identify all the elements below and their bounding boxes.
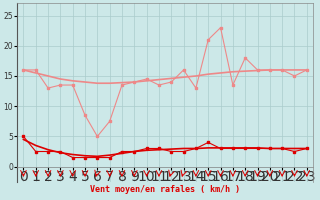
X-axis label: Vent moyen/en rafales ( km/h ): Vent moyen/en rafales ( km/h ) (90, 185, 240, 194)
